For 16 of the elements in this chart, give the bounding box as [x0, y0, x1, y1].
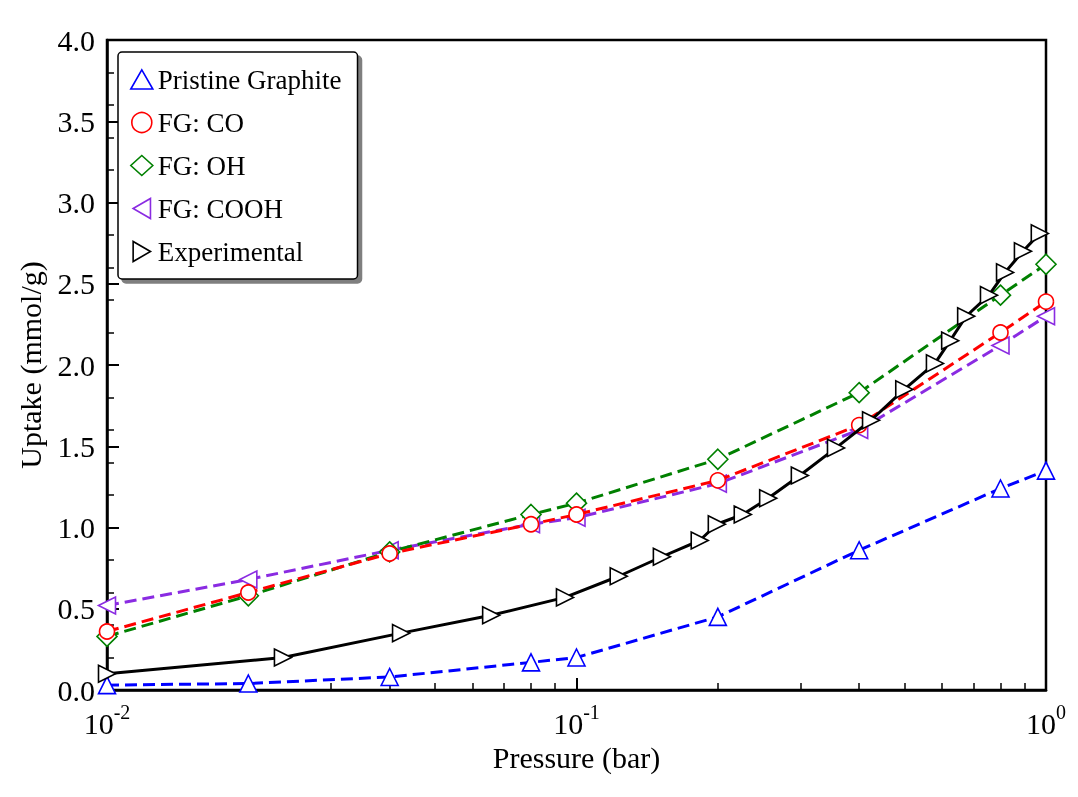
y-tick-label: 2.5	[57, 267, 95, 301]
y-tick-label: 1.0	[57, 511, 95, 544]
y-tick-label: 0.5	[57, 592, 95, 626]
y-tick-label: 3.5	[57, 104, 95, 138]
legend-label: FG: OH	[157, 150, 246, 181]
y-tick-label: 0.0	[57, 673, 95, 707]
y-tick-label: 3.0	[57, 186, 95, 219]
y-axis-title: Uptake (mmol/g)	[13, 261, 48, 469]
legend-label: Pristine Graphite	[157, 64, 342, 95]
y-tick-label: 1.5	[57, 429, 95, 463]
y-tick-label: 2.0	[57, 348, 95, 382]
legend-label: Experimental	[157, 236, 304, 267]
legend-label: FG: COOH	[157, 193, 284, 224]
x-axis-title: Pressure (bar)	[492, 741, 661, 776]
y-tick-label: 4.0	[57, 23, 95, 57]
legend-label: FG: CO	[157, 107, 245, 138]
